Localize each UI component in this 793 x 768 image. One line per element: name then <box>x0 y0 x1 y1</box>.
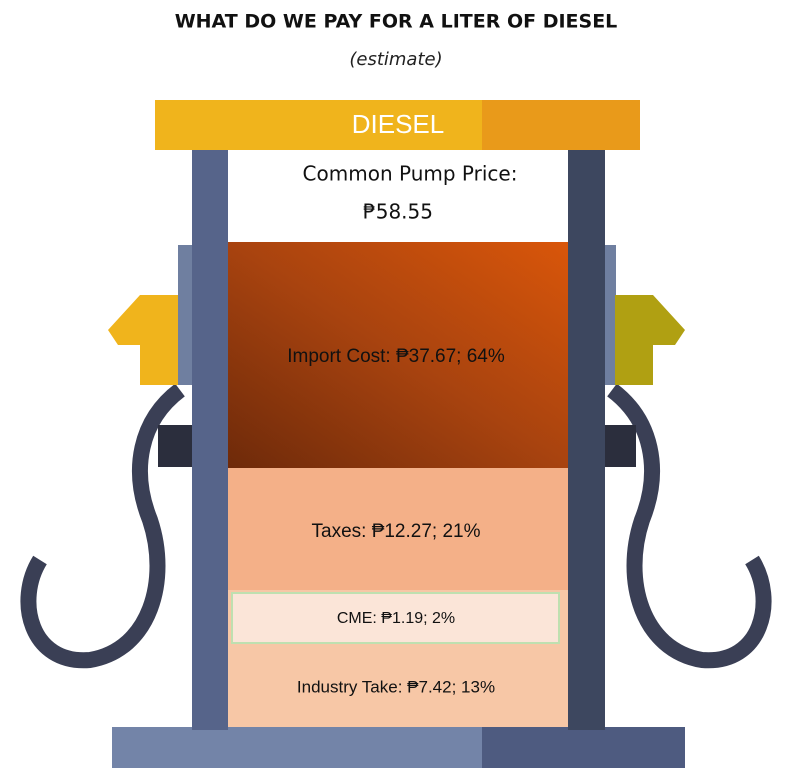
price-label: Common Pump Price: <box>303 162 518 186</box>
segment-taxes <box>228 468 568 590</box>
segment-label: Taxes: ₱12.27; 21% <box>312 521 481 542</box>
nozzle-left <box>108 295 178 385</box>
price-panel <box>228 150 568 242</box>
subtitle: (estimate) <box>349 49 442 70</box>
hook-left <box>178 245 194 385</box>
banner <box>482 100 640 150</box>
hose-left <box>20 383 186 669</box>
base <box>112 727 482 768</box>
holder-right <box>600 425 636 467</box>
title: WHAT DO WE PAY FOR A LITER OF DIESEL <box>175 11 618 33</box>
segment-label: CME: ₱1.19; 2% <box>337 610 455 627</box>
base <box>482 727 685 768</box>
holder-left <box>158 425 194 467</box>
banner <box>155 100 482 150</box>
segment-import <box>228 242 568 468</box>
segment-label: Industry Take: ₱7.42; 13% <box>297 677 495 696</box>
pump-label: DIESEL <box>352 109 445 139</box>
hose-right <box>606 383 772 669</box>
price: ₱58.55 <box>363 200 433 224</box>
pillar-right <box>568 150 605 730</box>
segment-label: Import Cost: ₱37.67; 64% <box>287 346 505 367</box>
pillar-left <box>192 150 228 730</box>
segment-cme <box>231 592 560 644</box>
nozzle-right <box>615 295 685 385</box>
